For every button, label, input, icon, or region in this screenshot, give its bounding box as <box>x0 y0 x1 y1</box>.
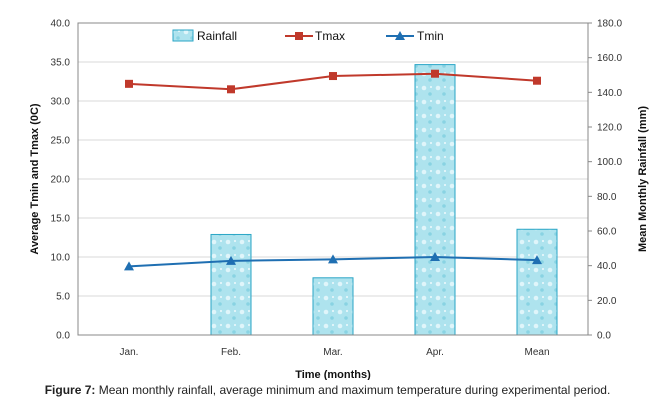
temperature-lines <box>124 69 542 271</box>
x-axis-title: Time (months) <box>295 369 371 380</box>
legend-rainfall-label: Rainfall <box>197 29 237 43</box>
x-axis-tick-label: Mean <box>524 347 549 358</box>
right-axis-tick-label: 140.0 <box>597 88 622 99</box>
rainfall-temperature-chart: 0.0 5.0 10.0 15.0 20.0 25.0 30.0 35.0 40.0 0.0 20.… <box>29 19 649 381</box>
left-axis-tick-label: 15.0 <box>51 214 71 225</box>
plot-area-frame <box>77 22 589 336</box>
legend-tmax-label: Tmax <box>315 29 345 43</box>
right-axis-tick-label: 120.0 <box>597 123 622 134</box>
tmin-point <box>430 252 440 261</box>
rainfall-bar <box>312 277 354 336</box>
tmin-point <box>328 254 338 264</box>
tmin-point <box>226 255 236 265</box>
rainfall-bars <box>210 64 558 336</box>
right-axis-tick-label: 180.0 <box>597 19 622 30</box>
left-axis-tick-label: 30.0 <box>51 97 71 108</box>
figure-caption-label: Figure 7: <box>44 383 96 397</box>
x-axis-tick-label: Mar. <box>323 347 342 358</box>
legend: Rainfall Tmax Tmin <box>172 29 444 43</box>
left-axis-tick-label: 20.0 <box>51 175 71 186</box>
tmax-point <box>533 76 541 85</box>
left-axis-tick-label: 5.0 <box>56 292 70 303</box>
rainfall-bar <box>516 228 558 336</box>
x-axis-tick-label: Jan. <box>120 347 139 358</box>
rainfall-bar <box>210 233 252 336</box>
tmax-point <box>329 72 337 81</box>
tmax-point <box>125 79 133 88</box>
tmax-point <box>431 69 439 78</box>
legend-tmax-marker <box>295 32 303 40</box>
figure-caption: Figure 7: Mean monthly rainfall, average… <box>0 383 655 397</box>
right-axis-title: Mean Monthly Rainfall (mm) <box>637 106 649 252</box>
tmax-point <box>227 85 235 94</box>
tmin-point <box>124 261 134 271</box>
figure-caption-text: Mean monthly rainfall, average minimum a… <box>98 383 611 397</box>
right-axis-tick-label: 40.0 <box>597 261 617 272</box>
left-axis-title: Average Tmin and Tmax (0C) <box>29 103 41 255</box>
rainfall-bar <box>414 64 456 336</box>
left-axis-tick-label: 10.0 <box>51 253 71 264</box>
tmin-point <box>532 255 542 265</box>
legend-tmin-label: Tmin <box>417 29 444 43</box>
left-axis-tick-label: 25.0 <box>51 136 71 147</box>
axes: 0.0 5.0 10.0 15.0 20.0 25.0 30.0 35.0 40.0 0.0 20.… <box>29 19 649 381</box>
left-axis-tick-label: 0.0 <box>56 331 70 342</box>
x-axis-tick-label: Feb. <box>221 347 241 358</box>
left-axis-tick-label: 40.0 <box>51 19 71 30</box>
legend-rainfall-swatch <box>172 29 194 42</box>
left-axis-tick-label: 35.0 <box>51 58 71 69</box>
right-axis-tick-label: 0.0 <box>597 331 611 342</box>
right-axis-tick-label: 160.0 <box>597 53 622 64</box>
right-axis-tick-label: 20.0 <box>597 296 617 307</box>
x-axis-tick-label: Apr. <box>426 347 444 358</box>
right-axis-tick-label: 80.0 <box>597 192 617 203</box>
legend-tmin-marker <box>395 31 405 40</box>
right-axis-tick-label: 100.0 <box>597 157 622 168</box>
right-axis-tick-label: 60.0 <box>597 227 617 238</box>
